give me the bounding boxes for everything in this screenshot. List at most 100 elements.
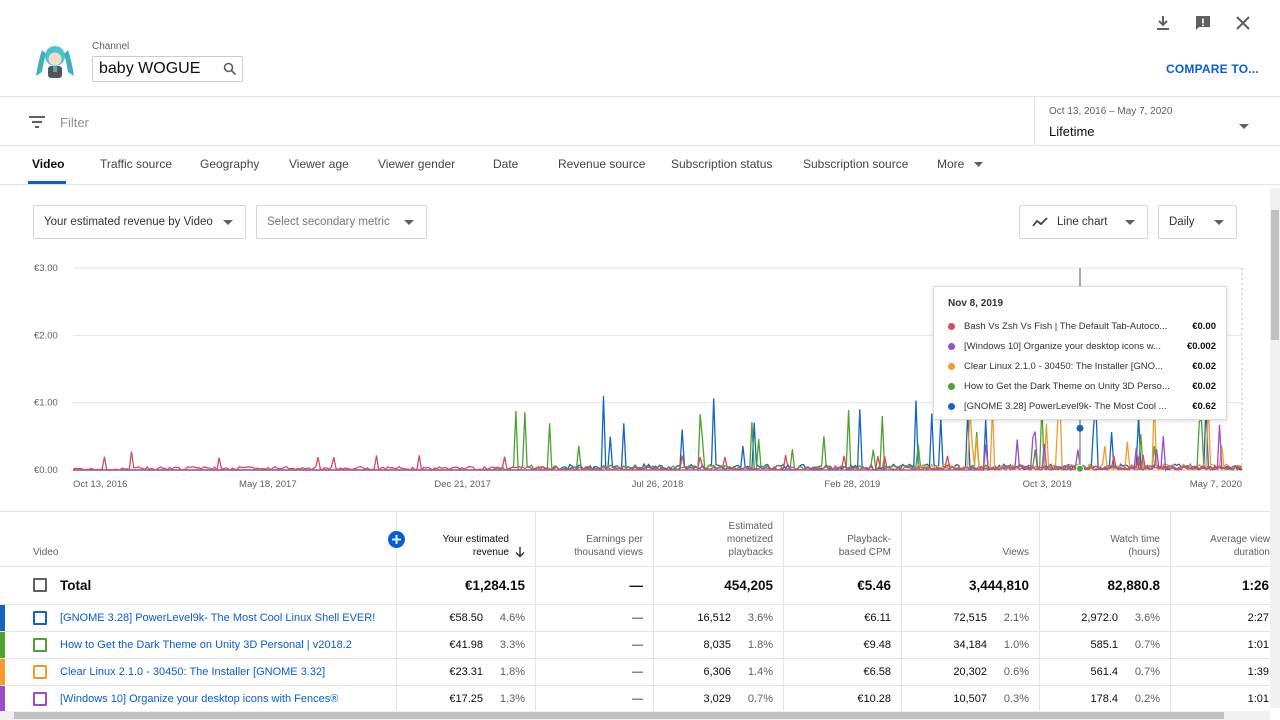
tab-date[interactable]: Date: [493, 157, 519, 171]
tab-viewer-gender[interactable]: Viewer gender: [378, 157, 456, 171]
row-avg-duration: 1:39: [1247, 666, 1269, 678]
table-row[interactable]: [GNOME 3.28] PowerLevel9k- The Most Cool…: [0, 604, 1280, 631]
column-header-label: Estimated monetized playbacks: [726, 521, 773, 558]
line-chart-icon: [1032, 217, 1048, 227]
tab-subscription-source[interactable]: Subscription source: [803, 157, 909, 171]
table-row[interactable]: How to Get the Dark Theme on Unity 3D Pe…: [0, 631, 1280, 658]
video-title-link[interactable]: Clear Linux 2.1.0 - 30450: The Installer…: [60, 666, 326, 678]
row-checkbox[interactable]: [33, 611, 47, 625]
series-dot: [948, 402, 955, 410]
column-header-label: Views: [1002, 547, 1030, 558]
tab-video[interactable]: Video: [32, 157, 65, 171]
chart-type-dropdown[interactable]: Line chart: [1019, 205, 1148, 239]
tab-viewer-age[interactable]: Viewer age: [289, 157, 349, 171]
column-header-label: Your estimated revenue: [442, 534, 509, 558]
value: 3,029: [703, 693, 731, 705]
row-views: 72,515 2.1%: [902, 605, 1040, 631]
column-header-label: Watch time (hours): [1110, 534, 1160, 558]
column-header-video[interactable]: Video: [0, 512, 397, 566]
percent: 0.7%: [747, 693, 773, 705]
search-icon[interactable]: [218, 57, 242, 81]
value: 34,184: [953, 639, 987, 651]
tab-geography[interactable]: Geography: [200, 157, 260, 171]
y-tick-label: €2.00: [34, 330, 58, 341]
table-row[interactable]: [Windows 10] Organize your desktop icons…: [0, 685, 1280, 712]
row-playbacks: 16,512 3.6%: [654, 605, 784, 631]
value: 10,507: [953, 693, 987, 705]
row-checkbox[interactable]: [33, 665, 47, 679]
percent: 3.6%: [1134, 612, 1160, 624]
total-revenue: €1,284.15: [397, 567, 536, 604]
value: €17.25: [449, 693, 483, 705]
tooltip-row: Clear Linux 2.1.0 - 30450: The Installer…: [948, 359, 1216, 373]
filter-input[interactable]: Filter: [60, 115, 89, 130]
filter-icon[interactable]: [28, 113, 46, 131]
column-header-watch-time[interactable]: Watch time (hours): [1040, 512, 1171, 566]
tooltip-label: [Windows 10] Organize your desktop icons…: [964, 340, 1161, 352]
row-rpm: —: [536, 632, 654, 658]
compare-to-button[interactable]: COMPARE TO...: [1166, 62, 1259, 76]
column-header-revenue[interactable]: Your estimated revenue: [397, 512, 536, 566]
horizontal-scrollbar[interactable]: [0, 711, 1270, 720]
column-header-playbacks[interactable]: Estimated monetized playbacks: [654, 512, 784, 566]
tab-revenue-source[interactable]: Revenue source: [558, 157, 646, 171]
download-icon[interactable]: [1152, 12, 1174, 34]
secondary-metric-dropdown[interactable]: Select secondary metric: [256, 205, 427, 239]
cell-spacer: [0, 632, 397, 658]
channel-name: baby WOGUE: [99, 60, 201, 77]
scrollbar-thumb[interactable]: [1271, 210, 1279, 340]
video-title-link[interactable]: [Windows 10] Organize your desktop icons…: [60, 693, 339, 705]
column-header-avg-duration[interactable]: Average view duration: [1171, 512, 1280, 566]
percent: 0.7%: [1134, 639, 1160, 651]
column-header-cpm[interactable]: Playback-based CPM: [784, 512, 902, 566]
row-watch-time: 178.4 0.2%: [1040, 686, 1171, 712]
scrollbar-thumb[interactable]: [14, 712, 1224, 719]
table-row[interactable]: Clear Linux 2.1.0 - 30450: The Installer…: [0, 658, 1280, 685]
value: 16,512: [697, 612, 731, 624]
total-checkbox[interactable]: [33, 578, 47, 592]
column-header-label: Playback-based CPM: [838, 534, 891, 558]
percent: 0.3%: [1003, 693, 1029, 705]
date-range-text: Oct 13, 2016 – May 7, 2020: [1049, 106, 1173, 117]
column-header-label: Earnings per thousand views: [574, 534, 643, 558]
total-views: 3,444,810: [902, 567, 1040, 604]
column-header-label: Average view duration: [1210, 534, 1270, 558]
row-rpm: —: [536, 605, 654, 631]
primary-metric-dropdown[interactable]: Your estimated revenue by Video: [33, 205, 246, 239]
column-header-views[interactable]: Views: [902, 512, 1040, 566]
series-dot: [948, 362, 955, 370]
percent: 1.3%: [499, 693, 525, 705]
granularity-label: Daily: [1169, 216, 1195, 228]
add-column-button[interactable]: [388, 531, 405, 548]
row-checkbox[interactable]: [33, 638, 47, 652]
row-revenue: €58.50 4.6%: [397, 605, 536, 631]
y-tick-label: €1.00: [34, 398, 58, 409]
value: 2,972.0: [1081, 612, 1118, 624]
series-color-bar: [0, 632, 5, 658]
series-dot: [948, 342, 955, 350]
cell-spacer: [0, 659, 397, 685]
tab-more-label: More: [937, 157, 965, 171]
date-range-selector[interactable]: Oct 13, 2016 – May 7, 2020 Lifetime: [1034, 97, 1280, 146]
series-dot: [948, 382, 955, 390]
close-icon[interactable]: [1232, 12, 1254, 34]
percent: 1.0%: [1003, 639, 1029, 651]
row-watch-time: 585.1 0.7%: [1040, 632, 1171, 658]
tab-subscription-status[interactable]: Subscription status: [671, 157, 773, 171]
cell-spacer: [0, 686, 397, 712]
feedback-icon[interactable]: [1192, 12, 1214, 34]
column-header-rpm[interactable]: Earnings per thousand views: [536, 512, 654, 566]
video-title-link[interactable]: [GNOME 3.28] PowerLevel9k- The Most Cool…: [60, 612, 376, 624]
tab-more[interactable]: More: [937, 157, 983, 171]
value: 8,035: [703, 639, 731, 651]
granularity-dropdown[interactable]: Daily: [1158, 205, 1237, 239]
arrow-down-icon: [515, 547, 525, 558]
channel-selector[interactable]: baby WOGUE: [92, 56, 243, 82]
x-tick-label: May 18, 2017: [239, 479, 297, 490]
vertical-scrollbar[interactable]: [1270, 188, 1280, 708]
tab-traffic-source[interactable]: Traffic source: [100, 157, 173, 171]
percent: 1.4%: [747, 666, 773, 678]
video-title-link[interactable]: How to Get the Dark Theme on Unity 3D Pe…: [60, 639, 352, 651]
total-label: Total: [60, 578, 92, 593]
row-checkbox[interactable]: [33, 692, 47, 706]
